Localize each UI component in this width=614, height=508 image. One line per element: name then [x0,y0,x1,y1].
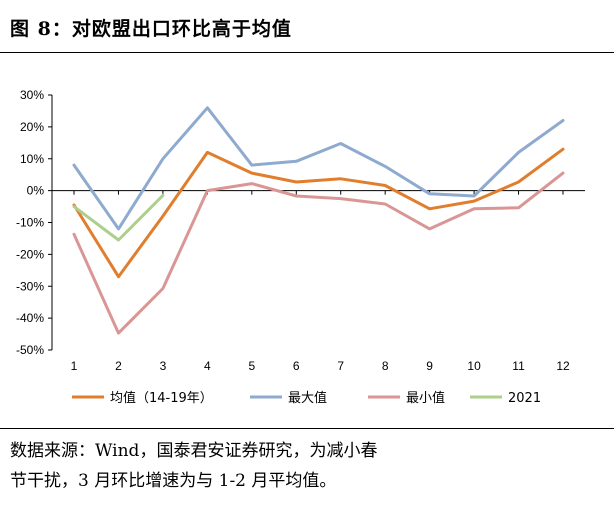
figure-title: 图 8：对欧盟出口环比高于均值 [10,18,292,40]
source-rule [0,428,614,429]
x-tick-label: 6 [293,359,300,373]
x-tick-label: 11 [512,359,525,373]
y-tick-label: 20% [20,120,44,134]
series-line-4 [72,193,165,242]
y-tick-label: -30% [16,279,44,293]
x-tick-label: 4 [204,359,211,373]
series-line-1 [72,147,565,279]
y-tick-label: -20% [16,247,44,261]
legend-label: 最大值 [288,390,327,406]
y-axis: -50% -40% -30% -20% -10% 0% 10% 20% 30% [16,88,53,357]
legend-label: 最小值 [406,390,445,406]
x-tick-label: 2 [115,359,122,373]
x-tick-label: 1 [71,359,78,373]
legend-label: 均值（14-19年） [110,390,213,406]
legend-item: 2021 [470,391,541,406]
y-tick-label: -10% [16,216,44,230]
y-tick-label: 30% [20,88,44,102]
y-tick-label: 0% [27,184,45,198]
x-tick-label: 7 [337,359,344,373]
legend-item: 最小值 [368,390,445,406]
legend: 均值（14-19年） 最大值 最小值 2021 [72,390,541,406]
source-note: 数据来源：Wind，国泰君安证券研究，为减小春 节干扰，3 月环比增速为与 1-… [10,436,570,496]
x-axis: 1 2 3 4 5 6 7 8 9 10 11 12 [52,190,585,373]
title-rule [0,52,614,53]
source-line-1: 数据来源：Wind，国泰君安证券研究，为减小春 [10,441,378,461]
series-line-2 [72,106,565,231]
x-tick-label: 12 [556,359,570,373]
x-tick-label: 10 [467,359,481,373]
x-tick-label: 9 [426,359,433,373]
x-tick-label: 8 [382,359,389,373]
y-tick-label: 10% [20,152,44,166]
legend-label: 2021 [508,391,541,406]
x-tick-label: 5 [248,359,255,373]
y-tick-label: -50% [16,343,44,357]
legend-item: 最大值 [250,390,327,406]
plot-series [72,106,565,335]
series-line-3 [72,171,565,335]
legend-item: 均值（14-19年） [72,390,213,406]
x-tick-label: 3 [160,359,167,373]
source-line-2: 节干扰，3 月环比增速为与 1-2 月平均值。 [10,471,337,491]
y-tick-label: -40% [16,311,44,325]
